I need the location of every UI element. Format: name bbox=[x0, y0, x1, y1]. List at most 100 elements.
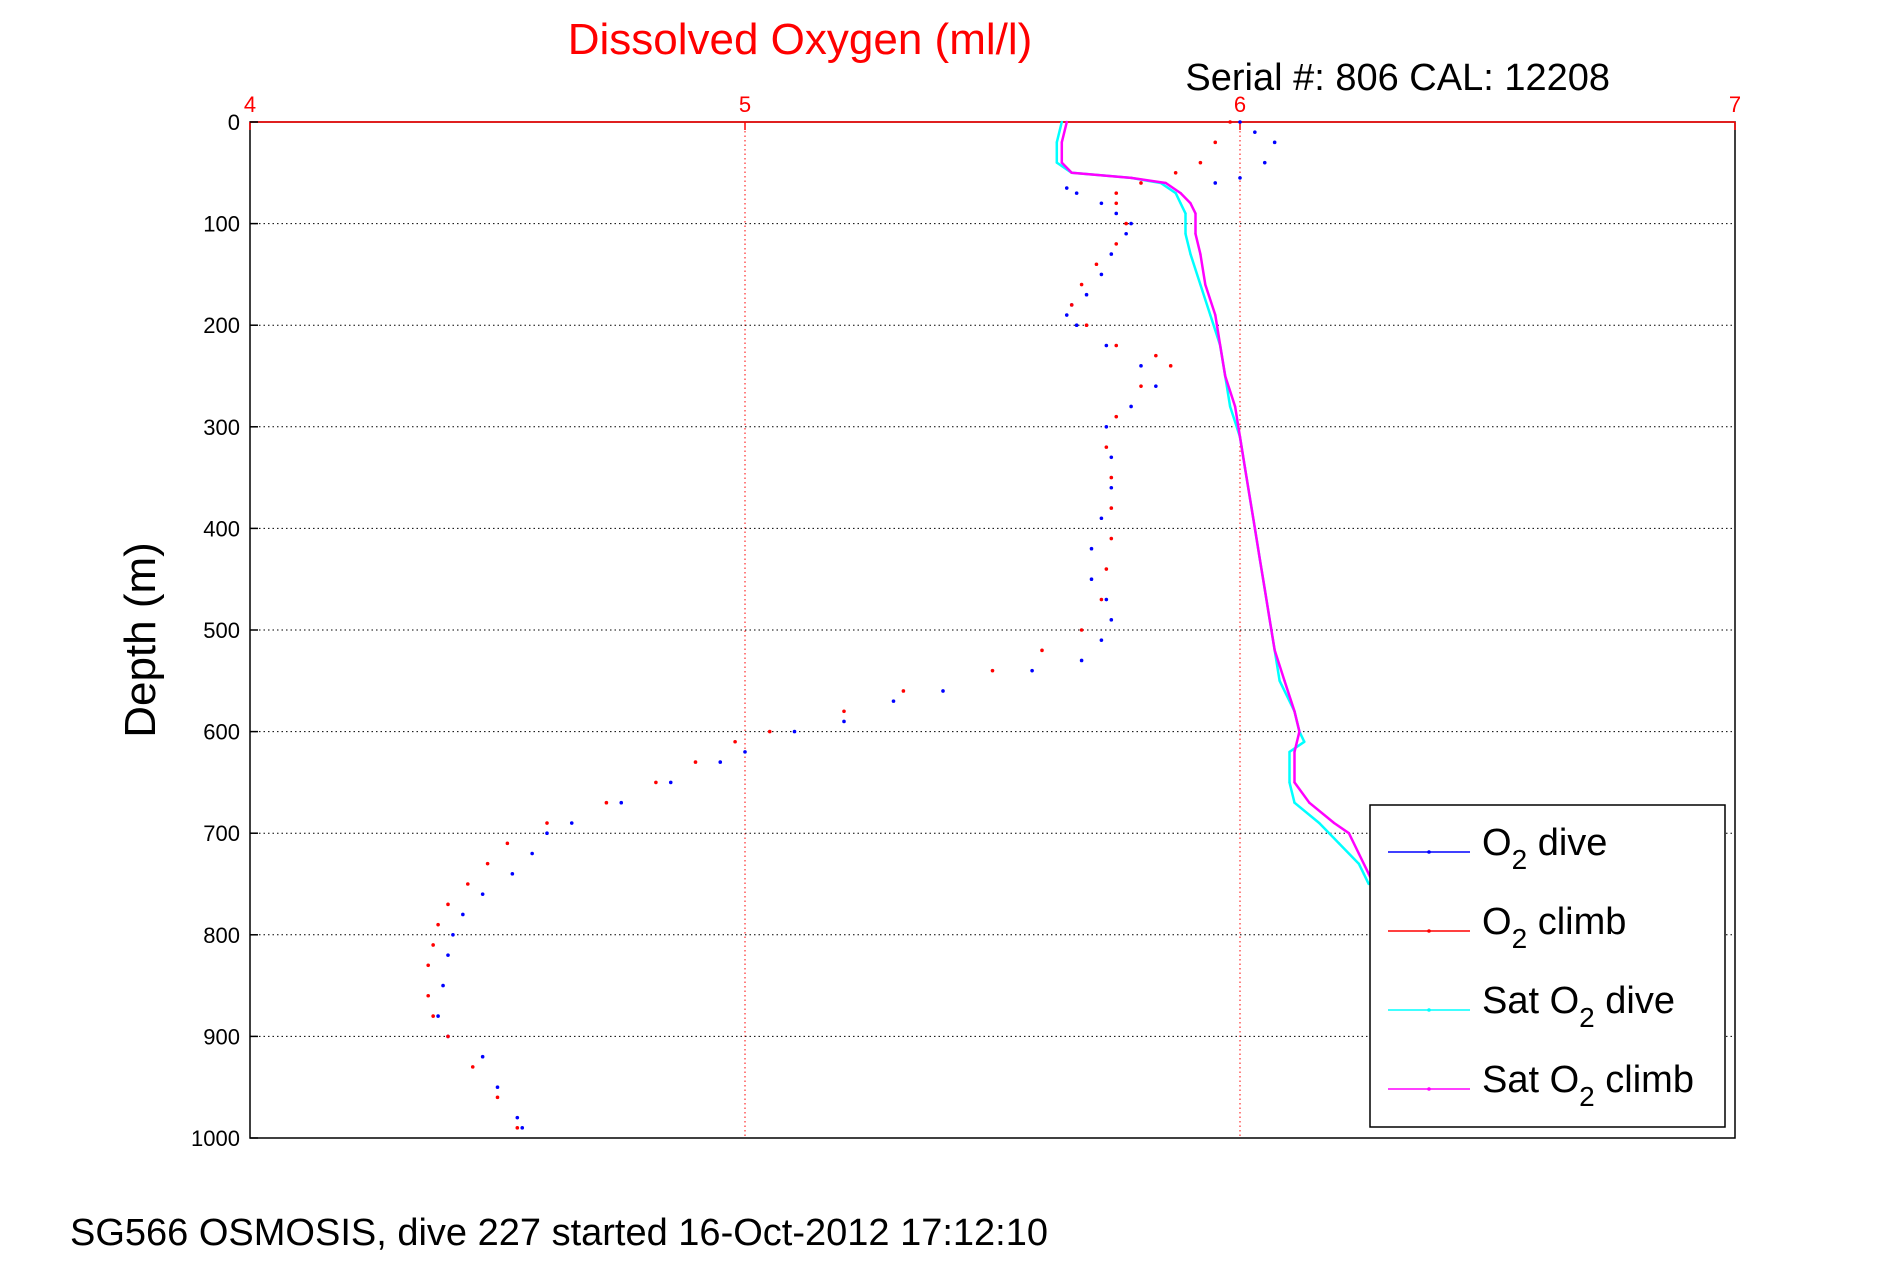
data-point bbox=[1293, 710, 1296, 713]
data-point bbox=[1089, 546, 1094, 551]
data-point bbox=[505, 841, 510, 846]
y-tick-label: 500 bbox=[203, 618, 240, 643]
legend-label: Sat O2 dive bbox=[1482, 980, 1675, 1033]
y-tick-label: 0 bbox=[228, 110, 240, 135]
data-point bbox=[466, 882, 470, 886]
data-point bbox=[1337, 842, 1341, 845]
data-point bbox=[451, 933, 455, 937]
data-point bbox=[1298, 730, 1301, 733]
data-point bbox=[1283, 679, 1286, 682]
data-point bbox=[1114, 414, 1119, 419]
y-tick-label: 800 bbox=[203, 923, 240, 948]
data-point bbox=[1089, 577, 1094, 581]
data-point bbox=[1194, 212, 1197, 215]
data-point bbox=[842, 719, 846, 724]
y-tick-label: 1000 bbox=[191, 1126, 240, 1151]
data-point bbox=[733, 739, 737, 744]
legend-marker bbox=[1427, 1008, 1431, 1012]
legend-marker bbox=[1427, 929, 1431, 933]
data-point bbox=[1214, 313, 1217, 317]
data-point bbox=[1293, 781, 1296, 784]
data-point bbox=[1243, 466, 1247, 469]
data-point bbox=[693, 760, 698, 764]
data-point bbox=[1228, 120, 1232, 124]
series-o2_dive bbox=[436, 120, 1277, 1130]
legend-label: O2 climb bbox=[1482, 901, 1626, 954]
legend-marker bbox=[1427, 850, 1431, 854]
data-point bbox=[1124, 221, 1128, 226]
series-o2_climb bbox=[426, 120, 1232, 1130]
data-point bbox=[1060, 161, 1064, 164]
data-point bbox=[1189, 252, 1192, 256]
data-point bbox=[515, 1126, 520, 1130]
data-point bbox=[1293, 801, 1296, 804]
legend-item-o2_dive: O2 dive bbox=[1388, 822, 1607, 875]
data-point bbox=[1040, 648, 1044, 653]
data-point bbox=[569, 821, 574, 825]
data-point bbox=[767, 729, 772, 734]
data-point bbox=[1179, 202, 1182, 205]
data-point bbox=[1124, 231, 1128, 236]
data-point bbox=[446, 902, 450, 907]
data-point bbox=[1238, 176, 1242, 180]
data-point bbox=[604, 800, 609, 805]
data-point bbox=[1104, 445, 1109, 449]
data-point bbox=[1114, 343, 1119, 348]
data-point bbox=[436, 922, 440, 927]
data-point bbox=[654, 780, 658, 785]
data-point bbox=[1209, 313, 1212, 317]
data-point bbox=[1109, 455, 1114, 460]
series-sat_dive bbox=[1055, 120, 1370, 886]
data-point bbox=[901, 689, 906, 693]
data-point bbox=[461, 912, 465, 917]
data-point bbox=[441, 983, 445, 988]
y-tick-label: 600 bbox=[203, 720, 240, 745]
series-line-sat_dive bbox=[1055, 121, 1370, 885]
data-point bbox=[1213, 181, 1218, 185]
data-point bbox=[1357, 852, 1361, 855]
chart-subtitle: Serial #: 806 CAL: 12208 bbox=[1185, 57, 1610, 99]
data-point bbox=[1084, 292, 1089, 297]
y-tick-label: 100 bbox=[203, 212, 240, 237]
data-point bbox=[1278, 679, 1281, 682]
data-point bbox=[515, 1115, 520, 1120]
data-point bbox=[545, 821, 549, 825]
data-point bbox=[1114, 201, 1119, 206]
legend-label-subscript: 2 bbox=[1512, 844, 1528, 875]
legend-label-prefix: O bbox=[1482, 822, 1512, 864]
data-point bbox=[520, 1126, 525, 1130]
data-point bbox=[446, 953, 450, 957]
data-point bbox=[1288, 750, 1291, 754]
data-point bbox=[480, 1054, 485, 1059]
data-point bbox=[1213, 140, 1218, 145]
data-point bbox=[1099, 201, 1104, 206]
data-point bbox=[743, 750, 747, 754]
data-point bbox=[1104, 597, 1109, 602]
data-point bbox=[1362, 872, 1365, 876]
data-point bbox=[431, 943, 435, 947]
legend-item-o2_climb: O2 climb bbox=[1388, 901, 1626, 954]
data-point bbox=[1139, 364, 1143, 368]
data-point bbox=[480, 892, 485, 896]
data-point bbox=[436, 1014, 440, 1018]
data-point bbox=[1104, 425, 1109, 429]
data-point bbox=[1253, 130, 1257, 134]
series-sat_climb bbox=[1060, 120, 1375, 886]
legend-marker bbox=[1427, 1087, 1431, 1091]
data-point bbox=[1074, 323, 1079, 328]
data-point bbox=[1099, 638, 1104, 642]
data-point bbox=[1099, 272, 1104, 277]
legend-label: O2 dive bbox=[1482, 822, 1607, 875]
data-point bbox=[545, 831, 549, 835]
data-point bbox=[1069, 303, 1074, 307]
data-point bbox=[1055, 161, 1059, 164]
data-point bbox=[1104, 567, 1109, 571]
data-point bbox=[1238, 120, 1242, 124]
data-point bbox=[1273, 649, 1276, 652]
data-point bbox=[1268, 618, 1271, 622]
legend-box bbox=[1369, 804, 1726, 1128]
data-point bbox=[1055, 141, 1059, 144]
data-point bbox=[1293, 750, 1296, 754]
chart-title: Dissolved Oxygen (ml/l) bbox=[568, 15, 1033, 64]
